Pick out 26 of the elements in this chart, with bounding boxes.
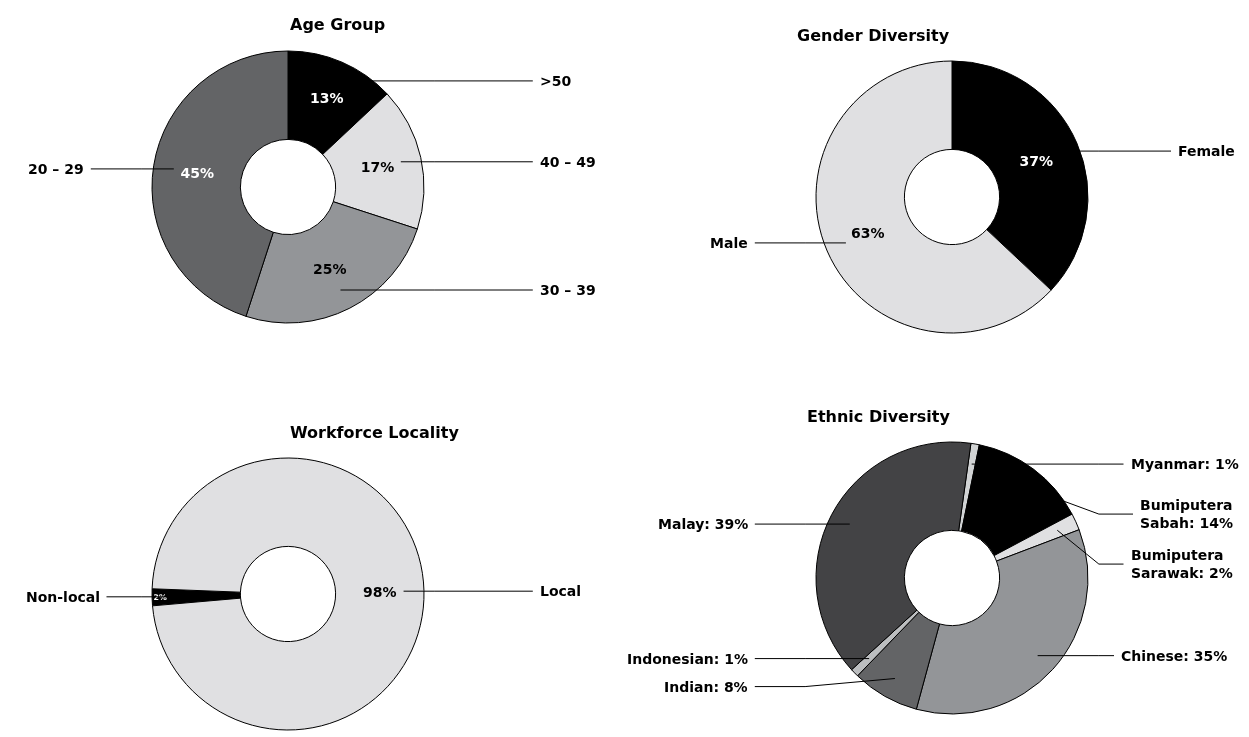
slice-label: Indonesian: 1% <box>627 651 749 667</box>
slice-label: Female <box>1178 143 1235 159</box>
slice-label: Bumiputera Sabah: 14% <box>1140 497 1233 532</box>
slice-label: Myanmar: 1% <box>1131 456 1239 472</box>
slice-label: Male <box>710 235 748 251</box>
chart-title: Workforce Locality <box>290 423 460 442</box>
slice-label: Non-local <box>26 589 101 605</box>
slice-label: Chinese: 35% <box>1121 648 1228 664</box>
data-label: 63% <box>850 225 885 242</box>
data-label: 17% <box>360 158 395 175</box>
chart-title: Age Group <box>290 15 386 34</box>
data-label: 37% <box>1019 152 1054 169</box>
slice-label: Indian: 8% <box>664 679 748 695</box>
slice-label: Bumiputera Sarawak: 2% <box>1131 547 1233 582</box>
data-label: 98% <box>363 583 397 600</box>
data-label: 13% <box>309 89 344 106</box>
chart-title: Ethnic Diversity <box>807 407 951 426</box>
chart-title: Gender Diversity <box>797 26 950 45</box>
slice-label: Malay: 39% <box>658 516 749 532</box>
data-label: 25% <box>312 260 347 277</box>
data-label: 45% <box>180 164 215 181</box>
slice-label: 20 – 29 <box>28 161 84 177</box>
slice-label: 30 – 39 <box>540 282 596 298</box>
slice-label: >50 <box>540 73 572 89</box>
slice-label: 40 – 49 <box>540 154 596 170</box>
slice-label: Local <box>540 583 582 599</box>
